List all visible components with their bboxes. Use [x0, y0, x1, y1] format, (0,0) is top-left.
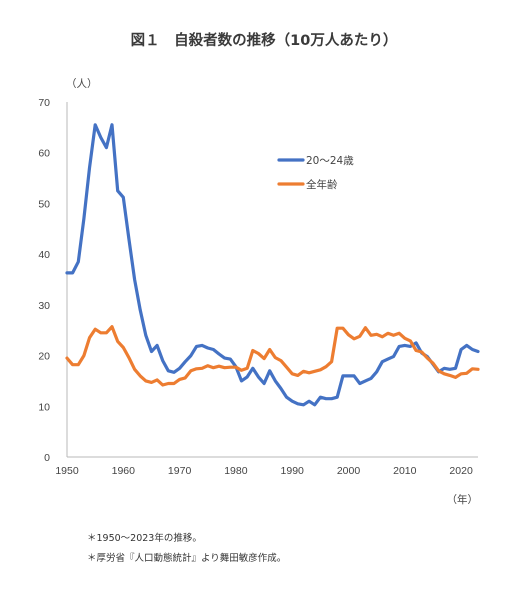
x-tick-label: 1960: [112, 465, 136, 477]
y-tick-label: 40: [38, 249, 50, 261]
chart-title: 図１ 自殺者数の推移（10万人あたり）: [131, 31, 398, 49]
x-tick-label: 1990: [281, 465, 305, 477]
y-tick-label: 70: [38, 97, 50, 109]
x-tick-label: 1950: [55, 465, 79, 477]
note-source: ＊厚労省『人口動態統計』より舞田敏彦作成。: [87, 553, 287, 564]
y-tick-label: 60: [38, 148, 50, 160]
x-tick-label: 2020: [449, 465, 473, 477]
x-tick-label: 1980: [224, 465, 248, 477]
x-axis-label: （年）: [447, 493, 479, 506]
axes: 0 10 20 30 40 50 60 70 1950 1960 1970 1980 1990 2000 2…: [38, 97, 478, 477]
y-tick-label: 20: [38, 351, 50, 363]
y-tick-label: 0: [44, 452, 50, 464]
x-tick-label: 2010: [393, 465, 417, 477]
note-period: ＊1950～2023年の推移。: [87, 533, 202, 544]
legend-label-1: 20～24歳: [306, 155, 354, 167]
series-line-2: [65, 325, 480, 387]
y-tick-label: 30: [38, 300, 50, 312]
series-group: [65, 123, 480, 407]
x-tick-label: 2000: [337, 465, 361, 477]
y-tick-label: 50: [38, 198, 50, 210]
x-tick-label: 1970: [168, 465, 192, 477]
y-tick-label: 10: [38, 401, 50, 413]
series-line-1: [65, 123, 480, 407]
y-axis-label: （人）: [66, 78, 98, 90]
legend-label-2: 全年齢: [306, 178, 338, 191]
